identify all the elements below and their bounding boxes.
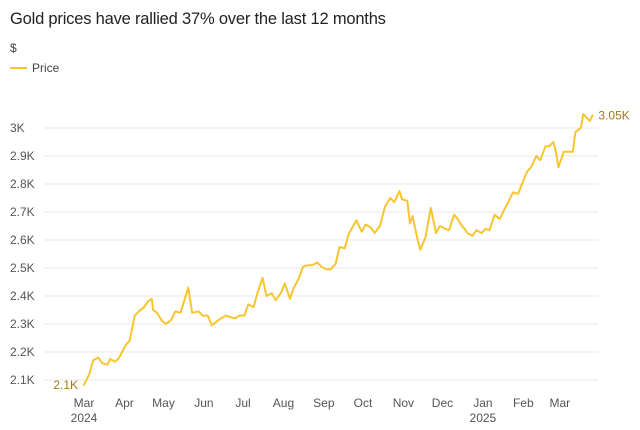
y-tick-label: 3K [10,121,25,135]
x-tick-label: Jun [194,396,213,410]
y-tick-label: 2.8K [10,177,35,191]
x-tick-label: Mar [549,396,570,410]
series-layer [83,113,594,386]
chart-title: Gold prices have rallied 37% over the la… [10,10,386,28]
y-tick-label: 2.9K [10,149,35,163]
x-tick-label: Dec [432,396,453,410]
x-tick-label: May [152,396,175,410]
y-tick-label: 2.6K [10,233,35,247]
x-tick-label: Jul [235,396,250,410]
y-tick-label: 2.5K [10,261,35,275]
legend-label: Price [32,61,60,75]
y-tick-label: 2.1K [10,373,35,387]
y-axis-ticks: 2.1K 2.2K 2.3K 2.4K 2.5K 2.6K 2.7K 2.8K 2.9K 3K [10,121,35,387]
x-tick-label: Sep [313,396,335,410]
x-tick-label: Oct [354,396,373,410]
x-tick-label: Apr [115,396,134,410]
start-value-label: 2.1K [53,378,78,392]
y-tick-label: 2.4K [10,289,35,303]
end-value-label: 3.05K [598,108,629,122]
end-labels: 2.1K 3.05K [53,108,629,391]
y-tick-label: 2.7K [10,205,35,219]
gridlines [44,127,598,381]
y-tick-label: 2.3K [10,317,35,331]
x-tick-label: Mar [74,396,95,410]
x-tick-year: 2024 [71,411,98,425]
x-tick-label: Feb [513,396,534,410]
y-tick-label: 2.2K [10,345,35,359]
legend: Price [10,61,59,75]
price-series-line [83,113,594,386]
x-tick-label: Aug [273,396,294,410]
x-tick-year: 2025 [470,411,497,425]
x-tick-label: Jan [473,396,492,410]
legend-swatch [10,67,27,69]
y-axis-unit: $ [10,41,17,55]
x-tick-label: Nov [393,396,414,410]
